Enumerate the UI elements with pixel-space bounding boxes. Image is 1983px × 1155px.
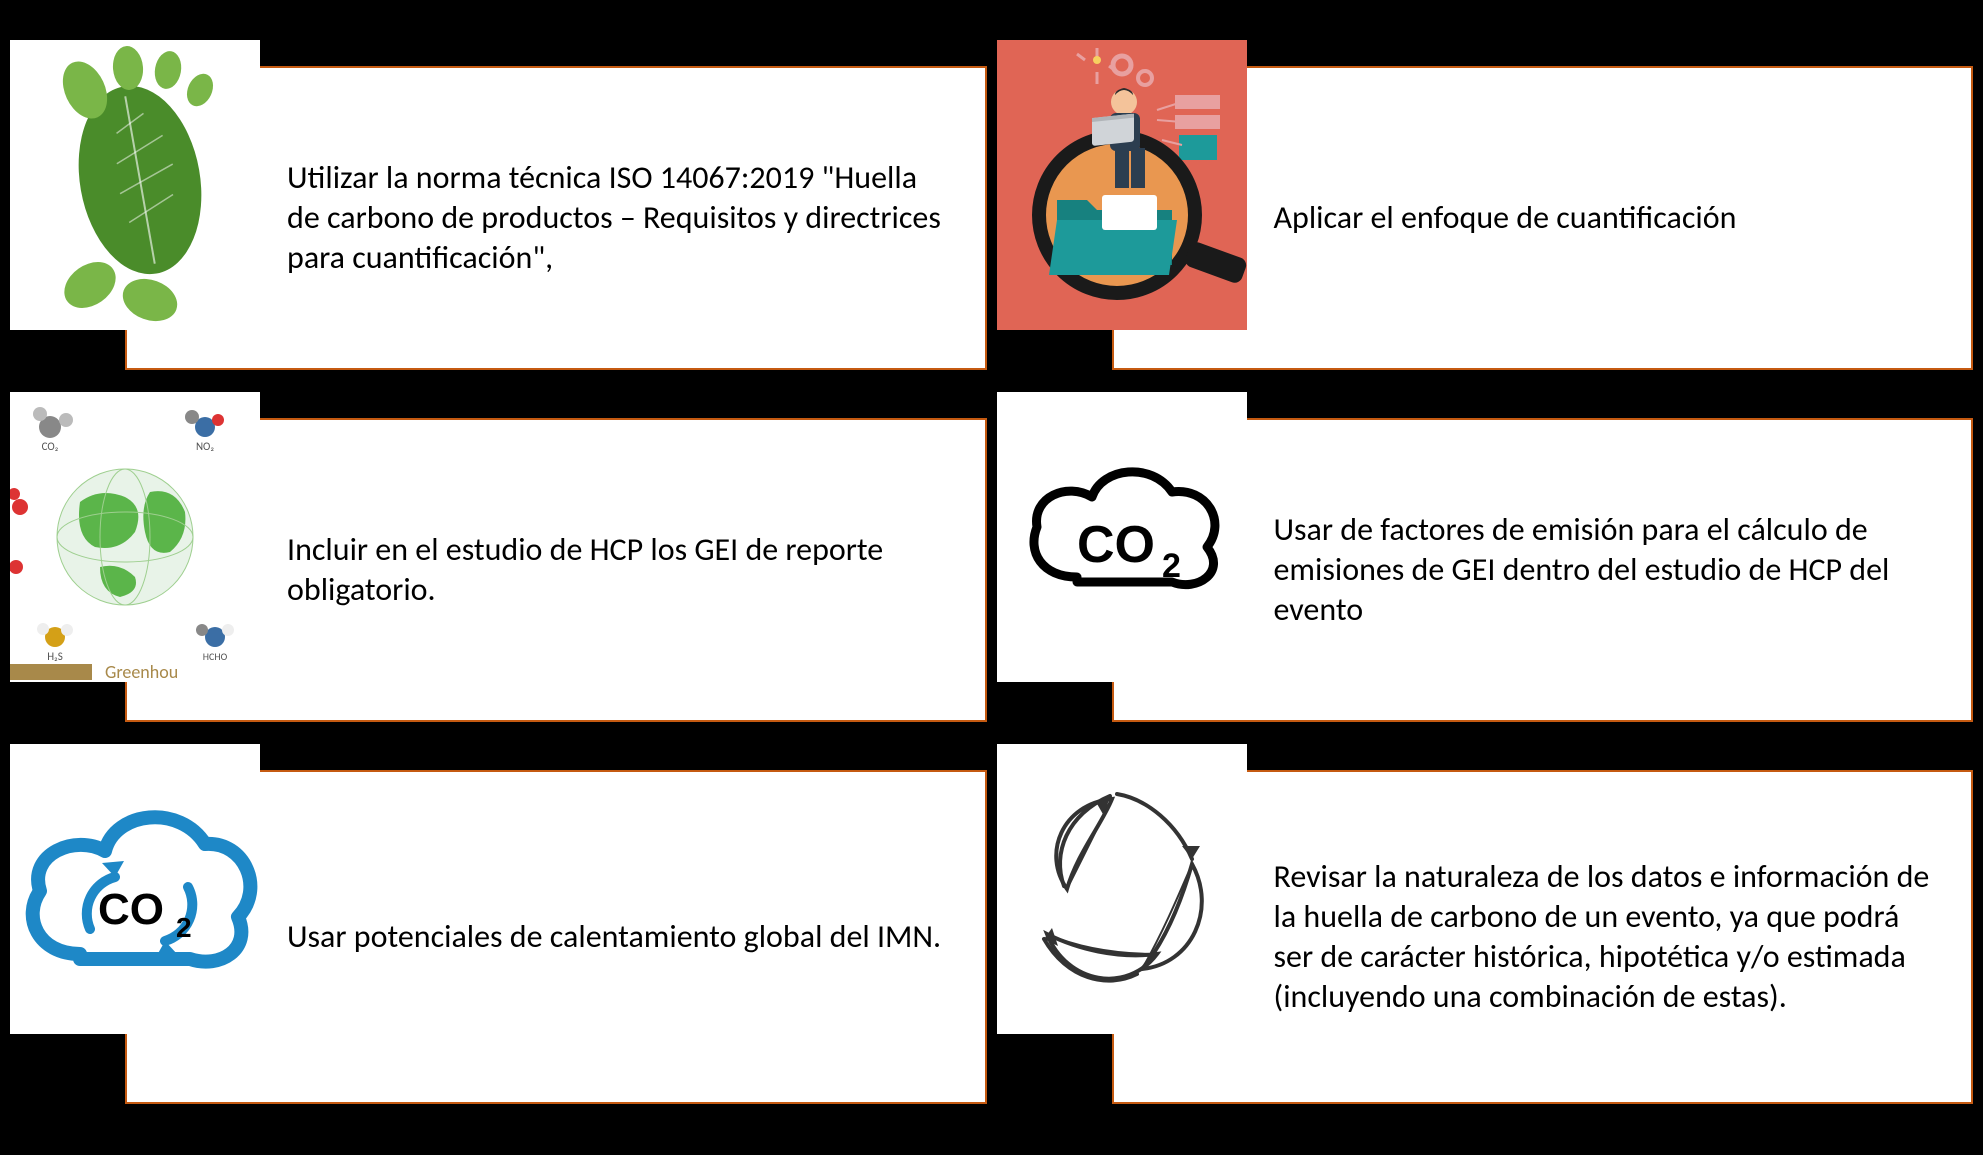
co2-cloud-simple-icon: CO 2: [997, 392, 1247, 682]
greenhouse-label: Greenhou: [105, 661, 178, 682]
card-potenciales-imn: Usar potenciales de calentamiento global…: [10, 744, 987, 1104]
card-iso-14067: Utilizar la norma técnica ISO 14067:2019…: [10, 40, 987, 370]
card-text: Incluir en el estudio de HCP los GEI de …: [287, 530, 955, 610]
magnify-folder-icon: [997, 40, 1247, 330]
co2-cloud-blue-icon: CO 2: [10, 744, 260, 1034]
card-factores-emision: Usar de factores de emisión para el cálc…: [997, 392, 1974, 722]
svg-text:2: 2: [176, 912, 192, 943]
svg-text:H₂S: H₂S: [47, 650, 63, 663]
leaf-footprint-icon: [10, 40, 260, 330]
card-text: Utilizar la norma técnica ISO 14067:2019…: [287, 158, 955, 278]
svg-text:2: 2: [1162, 547, 1181, 585]
recycle-leaves-icon: [997, 744, 1247, 1034]
card-cuantificacion: Aplicar el enfoque de cuantificación: [997, 40, 1974, 370]
card-naturaleza-datos: Revisar la naturaleza de los datos e inf…: [997, 744, 1974, 1104]
svg-text:HCHO: HCHO: [203, 650, 228, 663]
svg-text:CO: CO: [1077, 516, 1155, 574]
card-text: Revisar la naturaleza de los datos e inf…: [1274, 857, 1942, 1017]
card-gei-obligatorio: Incluir en el estudio de HCP los GEI de …: [10, 392, 987, 722]
svg-text:CO: CO: [98, 885, 164, 934]
infographic-grid: Utilizar la norma técnica ISO 14067:2019…: [10, 40, 1973, 1104]
svg-text:NO₂: NO₂: [196, 440, 214, 453]
globe-molecules-icon: CO₂ NO₂ H₂S HCHO: [10, 392, 260, 682]
card-text: Usar potenciales de calentamiento global…: [287, 917, 941, 957]
card-text: Aplicar el enfoque de cuantificación: [1274, 198, 1737, 238]
card-text: Usar de factores de emisión para el cálc…: [1274, 510, 1942, 630]
svg-text:CO₂: CO₂: [42, 440, 59, 453]
